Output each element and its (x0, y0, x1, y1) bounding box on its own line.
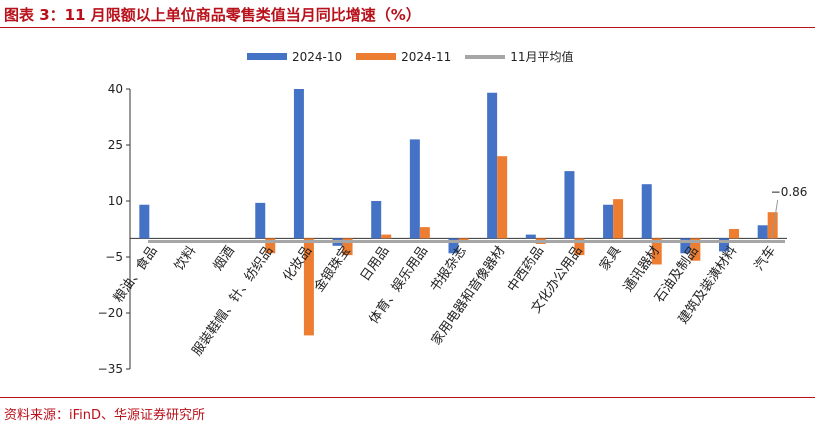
bar-2024-10 (139, 204, 150, 239)
x-tick-label: 烟酒 (211, 244, 238, 274)
annotation-leader (771, 199, 779, 239)
legend-item-avg: 11月平均值 (465, 48, 574, 65)
x-tick-label: 家具 (596, 243, 624, 273)
bar-2024-10 (641, 184, 652, 239)
bar-2024-11 (767, 212, 778, 239)
bar-2024-10 (564, 171, 575, 239)
bar-2024-10 (680, 238, 691, 254)
bar-2024-11 (419, 227, 430, 239)
x-tick-label: 金银珠宝 (311, 243, 354, 295)
x-tick-label: 通讯器材 (621, 244, 663, 295)
chart-legend: 2024-10 2024-11 11月平均值 (247, 48, 588, 65)
annotation-label: −0.86 (771, 185, 808, 199)
bar-2024-11 (303, 238, 314, 336)
y-tick-label: 40 (108, 82, 123, 96)
source-note: 资料来源：iFinD、华源证券研究所 (4, 408, 206, 423)
bar-2024-10 (757, 225, 768, 239)
x-tick-label: 服装鞋帽、针、纺织品 (189, 243, 277, 359)
bar-2024-11 (497, 156, 508, 239)
bar-2024-10 (448, 238, 459, 254)
bar-2024-11 (265, 238, 276, 254)
bar-2024-10 (409, 139, 420, 239)
bar-2024-10 (719, 238, 730, 252)
bar-2024-10 (371, 201, 382, 239)
x-tick-label: 饮料 (172, 244, 199, 274)
bar-2024-11 (651, 238, 662, 265)
legend-label-nov: 2024-11 (401, 49, 452, 64)
x-tick-label: 中西药品 (505, 244, 547, 295)
bar-2024-11 (574, 238, 585, 256)
bar-2024-10 (293, 89, 304, 239)
legend-swatch-avg (465, 54, 506, 59)
bar-2024-11 (690, 238, 701, 261)
title-divider (0, 27, 815, 28)
y-tick-label: 10 (108, 194, 123, 208)
bar-2024-10 (525, 234, 536, 239)
legend-item-nov: 2024-11 (356, 50, 451, 64)
y-tick-label: −35 (98, 362, 123, 376)
bar-2024-11 (342, 238, 353, 256)
x-tick-label: 家用电器和音像器材 (428, 243, 508, 348)
y-tick-label: −5 (105, 250, 123, 264)
bar-2024-11 (729, 229, 740, 239)
y-tick-label: 25 (108, 138, 123, 152)
y-tick-label: −20 (98, 306, 123, 320)
legend-swatch-oct (247, 53, 287, 60)
legend-swatch-nov (356, 53, 397, 60)
bar-2024-10 (255, 202, 266, 239)
bar-2024-11 (613, 199, 624, 239)
legend-label-avg: 11月平均值 (510, 50, 574, 64)
bar-2024-10 (603, 204, 614, 239)
legend-item-oct: 2024-10 (247, 50, 342, 64)
x-tick-label: 日用品 (358, 244, 393, 285)
bar-2024-11 (381, 234, 392, 239)
source-divider (0, 397, 815, 398)
bar-2024-10 (487, 92, 498, 239)
legend-label-oct: 2024-10 (292, 49, 343, 64)
chart-title: 图表 3：11 月限额以上单位商品零售类值当月同比增速（%） (4, 6, 421, 24)
x-tick-label: 汽车 (751, 243, 779, 273)
